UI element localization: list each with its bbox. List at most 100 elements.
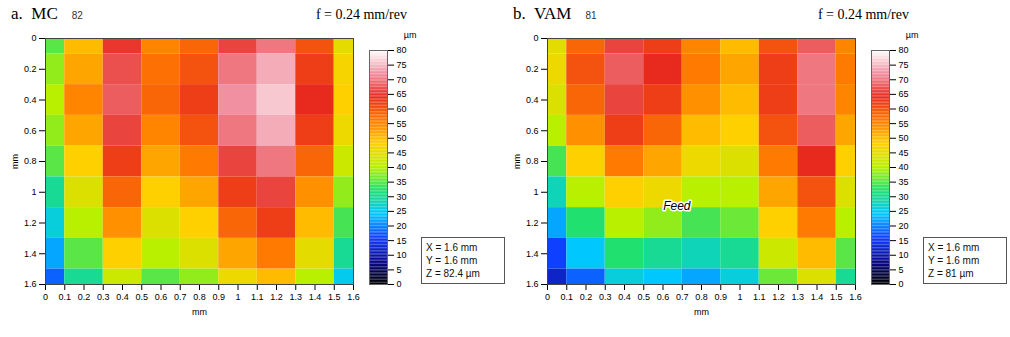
svg-text:µm: µm bbox=[404, 30, 417, 40]
svg-text:0.2: 0.2 bbox=[526, 64, 539, 74]
svg-text:0.8: 0.8 bbox=[526, 156, 539, 166]
svg-text:1.6: 1.6 bbox=[526, 279, 539, 289]
svg-text:50: 50 bbox=[397, 133, 407, 143]
svg-text:0: 0 bbox=[533, 33, 538, 43]
svg-text:1: 1 bbox=[533, 187, 538, 197]
svg-text:65: 65 bbox=[899, 89, 909, 99]
svg-text:0: 0 bbox=[397, 279, 402, 289]
svg-text:1.2: 1.2 bbox=[24, 218, 37, 228]
svg-text:0.4: 0.4 bbox=[116, 292, 129, 302]
svg-text:0.6: 0.6 bbox=[657, 292, 670, 302]
svg-text:mm: mm bbox=[10, 154, 20, 169]
svg-text:30: 30 bbox=[397, 192, 407, 202]
svg-text:40: 40 bbox=[899, 162, 909, 172]
html-text:f = 0.24 mm/rev: f = 0.24 mm/rev bbox=[817, 7, 909, 22]
svg-text:1.2: 1.2 bbox=[270, 292, 283, 302]
svg-text:0.7: 0.7 bbox=[174, 292, 187, 302]
svg-text:0.3: 0.3 bbox=[599, 292, 612, 302]
html-text:Y = 1.6 mm: Y = 1.6 mm bbox=[426, 255, 478, 266]
svg-text:1.3: 1.3 bbox=[791, 292, 804, 302]
svg-text:75: 75 bbox=[397, 60, 407, 70]
svg-text:1.1: 1.1 bbox=[251, 292, 264, 302]
svg-text:mm: mm bbox=[192, 307, 207, 317]
svg-text:35: 35 bbox=[397, 177, 407, 187]
svg-text:1.5: 1.5 bbox=[830, 292, 843, 302]
svg-text:10: 10 bbox=[899, 250, 909, 260]
svg-text:0.6: 0.6 bbox=[155, 292, 168, 302]
svg-text:25: 25 bbox=[899, 206, 909, 216]
svg-text:1.4: 1.4 bbox=[526, 249, 539, 259]
svg-text:0.6: 0.6 bbox=[24, 126, 37, 136]
svg-text:mm: mm bbox=[512, 154, 522, 169]
svg-text:0.9: 0.9 bbox=[212, 292, 225, 302]
svg-text:0.1: 0.1 bbox=[560, 292, 573, 302]
svg-text:75: 75 bbox=[899, 60, 909, 70]
svg-text:µm: µm bbox=[906, 30, 919, 40]
svg-text:0: 0 bbox=[545, 292, 550, 302]
svg-text:0.7: 0.7 bbox=[676, 292, 689, 302]
svg-text:1.2: 1.2 bbox=[772, 292, 785, 302]
svg-text:30: 30 bbox=[899, 192, 909, 202]
html-text:f = 0.24 mm/rev: f = 0.24 mm/rev bbox=[315, 7, 407, 22]
svg-text:1.6: 1.6 bbox=[849, 292, 862, 302]
svg-text:1.4: 1.4 bbox=[309, 292, 322, 302]
svg-text:80: 80 bbox=[899, 45, 909, 55]
svg-text:1.4: 1.4 bbox=[811, 292, 824, 302]
svg-text:40: 40 bbox=[397, 162, 407, 172]
svg-text:1.4: 1.4 bbox=[24, 249, 37, 259]
svg-text:20: 20 bbox=[397, 221, 407, 231]
svg-text:mm: mm bbox=[694, 307, 709, 317]
svg-text:60: 60 bbox=[397, 104, 407, 114]
svg-text:5: 5 bbox=[899, 265, 904, 275]
svg-text:1.6: 1.6 bbox=[347, 292, 360, 302]
svg-text:1.2: 1.2 bbox=[526, 218, 539, 228]
svg-text:35: 35 bbox=[899, 177, 909, 187]
svg-text:0.8: 0.8 bbox=[24, 156, 37, 166]
svg-text:45: 45 bbox=[397, 148, 407, 158]
svg-text:0.2: 0.2 bbox=[78, 292, 91, 302]
svg-text:5: 5 bbox=[397, 265, 402, 275]
svg-text:0.5: 0.5 bbox=[135, 292, 148, 302]
svg-text:1: 1 bbox=[235, 292, 240, 302]
svg-text:0.6: 0.6 bbox=[526, 126, 539, 136]
svg-text:0.1: 0.1 bbox=[58, 292, 71, 302]
svg-text:0.9: 0.9 bbox=[714, 292, 727, 302]
svg-text:0.4: 0.4 bbox=[618, 292, 631, 302]
html-text:X = 1.6 mm: X = 1.6 mm bbox=[426, 242, 478, 253]
svg-text:0: 0 bbox=[899, 279, 904, 289]
svg-text:55: 55 bbox=[397, 119, 407, 129]
svg-text:1.6: 1.6 bbox=[24, 279, 37, 289]
svg-text:70: 70 bbox=[899, 75, 909, 85]
svg-text:Feed: Feed bbox=[663, 199, 691, 213]
svg-text:0.2: 0.2 bbox=[580, 292, 593, 302]
svg-text:15: 15 bbox=[899, 236, 909, 246]
html-text:82: 82 bbox=[71, 10, 83, 21]
svg-text:1: 1 bbox=[737, 292, 742, 302]
svg-text:0.4: 0.4 bbox=[24, 95, 37, 105]
svg-text:20: 20 bbox=[899, 221, 909, 231]
svg-text:1.3: 1.3 bbox=[289, 292, 302, 302]
svg-text:65: 65 bbox=[397, 89, 407, 99]
svg-text:55: 55 bbox=[899, 119, 909, 129]
svg-text:0: 0 bbox=[31, 33, 36, 43]
svg-text:25: 25 bbox=[397, 206, 407, 216]
svg-text:0.8: 0.8 bbox=[695, 292, 708, 302]
svg-text:1.5: 1.5 bbox=[328, 292, 341, 302]
svg-text:1.1: 1.1 bbox=[753, 292, 766, 302]
svg-text:0.5: 0.5 bbox=[637, 292, 650, 302]
svg-text:60: 60 bbox=[899, 104, 909, 114]
html-text:a. MC: a. MC bbox=[11, 4, 58, 23]
svg-text:70: 70 bbox=[397, 75, 407, 85]
html-text:b. VAM: b. VAM bbox=[513, 4, 572, 23]
svg-text:0.3: 0.3 bbox=[97, 292, 110, 302]
svg-text:1: 1 bbox=[31, 187, 36, 197]
svg-text:45: 45 bbox=[899, 148, 909, 158]
svg-text:0.8: 0.8 bbox=[193, 292, 206, 302]
svg-text:50: 50 bbox=[899, 133, 909, 143]
svg-text:0.4: 0.4 bbox=[526, 95, 539, 105]
svg-text:0: 0 bbox=[43, 292, 48, 302]
svg-text:0.2: 0.2 bbox=[24, 64, 37, 74]
svg-text:15: 15 bbox=[397, 236, 407, 246]
svg-text:10: 10 bbox=[397, 250, 407, 260]
svg-text:80: 80 bbox=[397, 45, 407, 55]
